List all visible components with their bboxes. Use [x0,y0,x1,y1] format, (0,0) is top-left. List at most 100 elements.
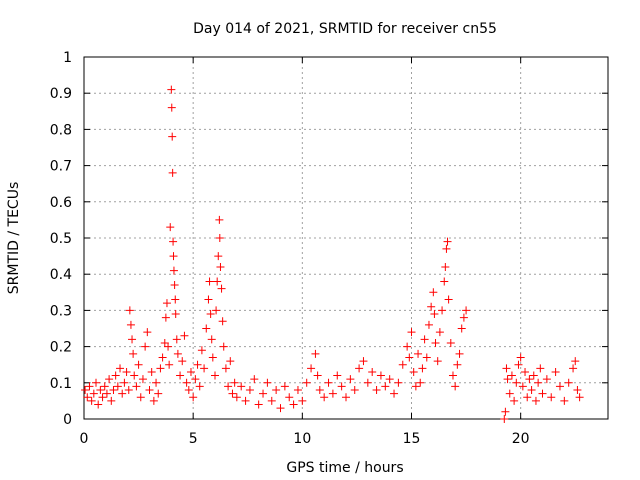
data-point [259,389,268,398]
data-point [542,375,551,384]
x-tick-labels: 0 5 10 15 20 [80,431,530,447]
y-tick-label: 0.3 [50,303,72,319]
data-point [534,378,543,387]
data-point [555,382,564,391]
data-point [411,382,420,391]
data-point [98,393,107,402]
data-point [551,367,560,376]
data-point [529,371,538,380]
data-point [510,396,519,405]
data-point [569,364,578,373]
data-point [176,371,185,380]
data-point [138,375,147,384]
data-point [184,386,193,395]
data-point [214,252,223,261]
data-point [149,396,158,405]
data-point [324,378,333,387]
data-point [547,393,556,402]
data-point [298,396,307,405]
data-point [161,313,170,322]
data-point [102,389,111,398]
y-axis-label: SRMTID / TECUs [6,182,22,295]
data-point [168,168,177,177]
data-point [531,396,540,405]
data-point [147,367,156,376]
data-point [289,400,298,409]
y-tick-label: 0.8 [50,122,72,138]
data-point [518,382,527,391]
data-point [502,364,511,373]
x-tick-label: 5 [189,431,198,447]
data-point [116,364,125,373]
x-tick-label: 20 [512,431,530,447]
data-point [355,364,364,373]
data-point [94,400,103,409]
data-point [164,342,173,351]
data-point [218,317,227,326]
data-point [311,349,320,358]
data-point [245,386,254,395]
data-point [169,237,178,246]
data-point [141,342,150,351]
data-point [505,389,514,398]
data-point [130,371,139,380]
data-point [111,371,120,380]
data-point [120,378,129,387]
data-point [208,353,217,362]
data-point [213,277,222,286]
data-point [171,310,180,319]
data-point [390,389,399,398]
chart-title: Day 014 of 2021, SRMTID for receiver cn5… [193,21,497,37]
data-point [527,386,536,395]
data-point [224,382,233,391]
y-tick-label: 0.7 [50,159,72,175]
y-tick-label: 0.5 [50,231,72,247]
data-point [368,367,377,376]
data-point [180,331,189,340]
data-point [189,393,198,402]
data-point [173,349,182,358]
data-point [516,353,525,362]
data-point [124,386,133,395]
data-point [204,295,213,304]
data-point [376,371,385,380]
data-point [96,386,105,395]
data-point [169,252,178,261]
data-point [241,396,250,405]
data-point [293,386,302,395]
y-tick-label: 0.1 [50,376,72,392]
data-point [328,389,337,398]
data-point [263,378,272,387]
data-point [405,353,414,362]
data-point [514,360,523,369]
data-point [113,382,122,391]
data-point [573,386,582,395]
data-point [191,375,200,384]
data-point [501,407,510,416]
data-point [145,386,154,395]
data-point [575,393,584,402]
data-point [154,389,163,398]
data-point [109,386,118,395]
data-point [313,371,322,380]
data-point [523,393,532,402]
data-point [136,393,145,402]
data-point [403,342,412,351]
data-point [170,281,179,290]
data-point [158,353,167,362]
data-point [215,234,224,242]
data-point [359,357,368,366]
data-point [307,364,316,373]
data-point [560,396,569,405]
data-point [427,302,436,311]
data-point [538,389,547,398]
data-point [105,375,114,384]
data-point [197,346,206,355]
x-tick-label: 10 [293,431,311,447]
data-point [503,375,512,384]
data-point [536,364,545,373]
data-point [205,277,214,286]
x-tick-label: 15 [403,431,421,447]
data-point [212,306,221,315]
x-tick-label: 0 [80,431,89,447]
